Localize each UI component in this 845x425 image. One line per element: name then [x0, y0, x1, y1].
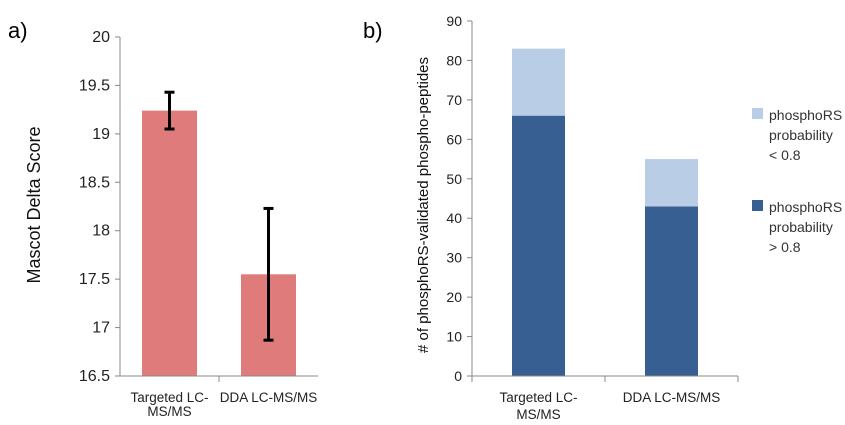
legend-swatch — [752, 200, 763, 211]
bar-segment — [645, 159, 698, 207]
y-tick-label: 17.5 — [79, 271, 110, 288]
y-tick-label: 19 — [92, 126, 110, 143]
panel-b-bars — [512, 48, 698, 377]
panel-a-axes — [119, 37, 318, 382]
x-category-label: Targeted LC-MS/MS — [130, 390, 208, 419]
panel-a-label: a) — [8, 18, 28, 43]
y-tick-label: 40 — [446, 210, 462, 226]
panel-b-legend: phosphoRS probability < 0.8 phosphoRS probab… — [752, 107, 842, 255]
panel-b-y-ticks: 0 10 20 30 40 50 60 70 80 90 — [446, 13, 472, 384]
panel-b-categories: Targeted LC-MS/MS DDA LC-MS/MS — [499, 390, 720, 422]
y-tick-label: 20 — [446, 289, 462, 305]
legend-label: phosphoRS probability < 0.8 — [769, 107, 842, 163]
y-tick-label: 90 — [446, 13, 462, 29]
panel-a-error-bars — [164, 90, 274, 342]
x-category-label: Targeted LC-MS/MS — [499, 390, 577, 422]
panel-a-bars — [142, 110, 296, 377]
x-category-label: DDA LC-MS/MS — [623, 390, 721, 405]
y-tick-label: 16.5 — [79, 368, 110, 385]
panel-b-label: b) — [363, 18, 383, 43]
y-tick-label: 80 — [446, 52, 462, 68]
legend-swatch — [752, 108, 763, 119]
y-tick-label: 0 — [454, 368, 462, 384]
x-category-label: DDA LC-MS/MS — [220, 390, 318, 405]
y-tick-label: 18 — [92, 223, 110, 240]
bar-segment — [645, 206, 698, 376]
y-tick-label: 30 — [446, 250, 462, 266]
y-tick-label: 50 — [446, 171, 462, 187]
y-tick-label: 10 — [446, 329, 462, 345]
bar — [142, 110, 197, 377]
legend-label: phosphoRS probability > 0.8 — [769, 199, 842, 255]
bar-segment — [512, 48, 565, 116]
panel-b-chart: b) # of phosphoRS-validated phospho-pept… — [363, 13, 842, 422]
y-tick-label: 17 — [92, 320, 110, 337]
panel-a-y-ticks: 16.5 17 17.5 18 18.5 19 19.5 20 — [79, 29, 120, 385]
panel-a-categories: Targeted LC-MS/MS DDA LC-MS/MS — [130, 390, 317, 419]
panel-a-chart: a) Mascot Delta Score 16.5 17 17.5 18 18.5 19… — [8, 18, 318, 419]
y-tick-label: 20 — [92, 29, 110, 46]
y-tick-label: 70 — [446, 92, 462, 108]
y-tick-label: 60 — [446, 131, 462, 147]
y-tick-label: 18.5 — [79, 174, 110, 191]
panel-a-y-axis-title: Mascot Delta Score — [24, 126, 44, 283]
panel-b-y-axis-title: # of phosphoRS-validated phospho-peptide… — [415, 57, 432, 353]
bar-segment — [512, 115, 565, 377]
panel-b-axes — [471, 21, 739, 382]
y-tick-label: 19.5 — [79, 77, 110, 94]
